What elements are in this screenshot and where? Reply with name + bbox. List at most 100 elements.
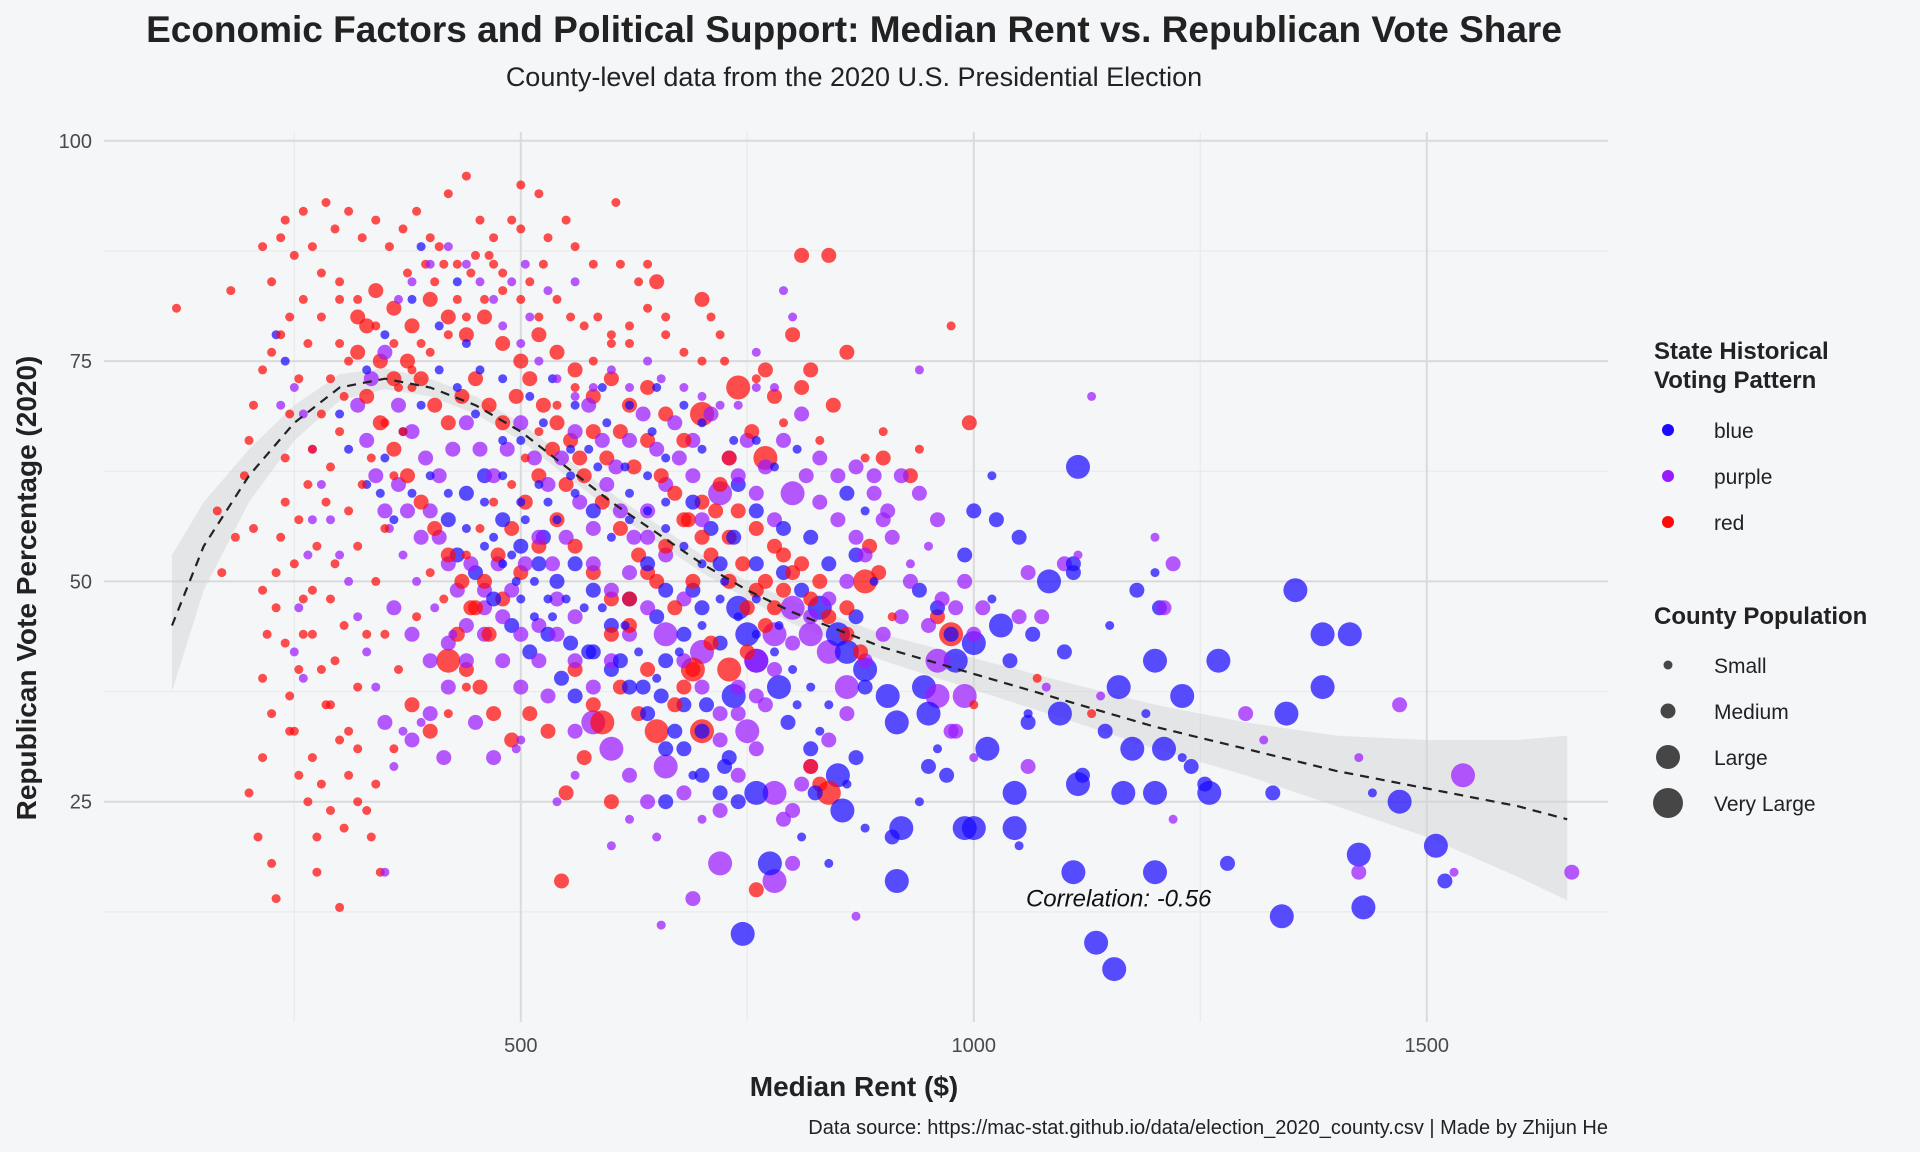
point-red bbox=[712, 477, 728, 492]
point-purple bbox=[1096, 691, 1106, 701]
point-red bbox=[217, 568, 227, 578]
point-red bbox=[353, 682, 363, 692]
point-red bbox=[452, 294, 462, 304]
legend-size-label: Very Large bbox=[1714, 793, 1816, 816]
point-blue bbox=[1066, 454, 1090, 479]
point-purple bbox=[653, 754, 678, 779]
point-blue bbox=[875, 684, 900, 708]
point-blue bbox=[839, 485, 855, 501]
point-blue bbox=[803, 529, 819, 545]
point-red bbox=[576, 468, 592, 484]
point-red bbox=[326, 374, 335, 384]
point-blue bbox=[1102, 957, 1127, 982]
point-red bbox=[326, 594, 335, 604]
point-red bbox=[946, 321, 956, 331]
point-blue bbox=[1143, 780, 1167, 805]
point-purple bbox=[767, 662, 782, 677]
point-blue bbox=[697, 621, 707, 630]
point-blue bbox=[529, 576, 539, 586]
point-blue bbox=[1056, 644, 1072, 660]
point-red bbox=[739, 600, 755, 616]
point-blue bbox=[661, 453, 671, 463]
point-purple bbox=[316, 480, 326, 489]
point-blue bbox=[1143, 860, 1167, 885]
point-purple bbox=[567, 424, 583, 440]
point-red bbox=[384, 242, 394, 252]
point-red bbox=[543, 233, 553, 243]
point-purple bbox=[549, 626, 565, 642]
point-purple bbox=[1354, 753, 1364, 763]
point-purple bbox=[914, 365, 924, 375]
point-blue bbox=[1075, 767, 1090, 783]
point-purple bbox=[520, 259, 530, 269]
point-purple bbox=[430, 603, 440, 613]
point-red bbox=[590, 710, 615, 735]
point-blue bbox=[676, 741, 692, 757]
point-red bbox=[685, 573, 701, 589]
point-red bbox=[640, 662, 656, 677]
point-red bbox=[362, 806, 372, 815]
point-purple bbox=[581, 397, 597, 413]
point-red bbox=[466, 268, 476, 278]
point-red bbox=[335, 339, 345, 348]
point-purple bbox=[851, 911, 861, 921]
point-red bbox=[244, 788, 254, 798]
legend-color-title-line-1: State Historical bbox=[1654, 338, 1829, 365]
point-red bbox=[366, 453, 376, 463]
point-purple bbox=[1259, 735, 1269, 745]
point-red bbox=[280, 215, 290, 225]
point-blue bbox=[697, 418, 707, 428]
annotation-correlation: Correlation: -0.56 bbox=[1026, 886, 1212, 913]
point-purple bbox=[834, 675, 859, 700]
y-tick-label: 75 bbox=[70, 351, 92, 373]
point-red bbox=[839, 344, 855, 360]
point-purple bbox=[1449, 867, 1459, 877]
point-purple bbox=[377, 503, 393, 519]
point-purple bbox=[507, 277, 517, 287]
point-red bbox=[362, 629, 372, 639]
point-purple bbox=[757, 459, 773, 475]
point-purple bbox=[377, 714, 393, 730]
point-red bbox=[579, 321, 589, 331]
point-blue bbox=[566, 444, 576, 454]
point-red bbox=[612, 521, 628, 536]
point-purple bbox=[404, 732, 420, 748]
point-red bbox=[344, 770, 354, 780]
point-blue bbox=[612, 653, 628, 669]
x-tick-label: 1500 bbox=[1405, 1035, 1450, 1057]
point-purple bbox=[905, 559, 915, 569]
point-red bbox=[803, 591, 819, 607]
point-purple bbox=[685, 468, 701, 484]
point-blue bbox=[830, 798, 855, 823]
point-purple bbox=[697, 391, 707, 401]
point-red bbox=[461, 550, 471, 560]
point-red bbox=[676, 679, 692, 695]
point-purple bbox=[407, 277, 417, 287]
point-purple bbox=[921, 618, 936, 633]
point-red bbox=[549, 344, 565, 360]
point-red bbox=[326, 462, 335, 472]
point-blue bbox=[770, 462, 779, 472]
point-red bbox=[436, 648, 461, 673]
point-purple bbox=[911, 485, 927, 501]
point-red bbox=[558, 477, 574, 492]
legend-size-label: Large bbox=[1714, 747, 1768, 770]
point-purple bbox=[489, 294, 499, 304]
point-purple bbox=[549, 591, 565, 607]
point-red bbox=[507, 480, 517, 489]
point-blue bbox=[480, 541, 489, 551]
point-red bbox=[468, 371, 483, 387]
point-purple bbox=[925, 648, 950, 673]
point-red bbox=[413, 494, 429, 510]
point-blue bbox=[848, 750, 864, 766]
point-red bbox=[344, 356, 354, 366]
point-purple bbox=[303, 550, 313, 560]
point-purple bbox=[812, 450, 828, 466]
point-blue bbox=[585, 644, 601, 660]
point-purple bbox=[585, 521, 601, 536]
point-blue bbox=[751, 435, 761, 445]
point-red bbox=[285, 409, 295, 419]
point-blue bbox=[640, 556, 656, 572]
point-purple bbox=[422, 653, 438, 669]
point-red bbox=[398, 427, 408, 437]
